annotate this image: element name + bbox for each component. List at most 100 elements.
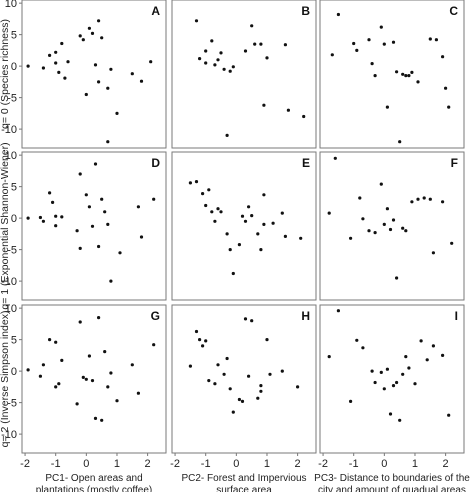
data-point [204,203,208,208]
data-point [103,350,107,354]
data-point [81,38,85,42]
y-axis-label: q= 0 (Species richness) [0,19,11,129]
data-point [48,53,52,58]
panel-g: G [21,304,167,454]
data-point [296,385,300,389]
data-point [422,196,426,200]
data-point [118,251,122,255]
y-tick-label: -10 [1,276,17,288]
data-point [60,41,64,46]
data-point [54,385,58,389]
data-point [450,241,454,245]
data-point [26,64,30,68]
data-point [87,205,91,209]
data-point [109,279,113,283]
data-point [97,244,101,249]
data-point [97,316,101,320]
panel-label: B [301,4,310,18]
data-point [243,317,248,321]
data-point [48,191,52,195]
data-point [431,344,435,348]
data-point [152,197,156,201]
data-point [54,224,58,228]
panels: A B C D E F G H I [21,0,465,454]
data-point [349,236,353,240]
data-point [225,133,229,137]
data-point [26,216,30,220]
y-tick-label: 0 [11,366,17,378]
x-tick-label: 1 [264,458,270,470]
data-point [78,172,82,176]
data-point [188,364,192,368]
data-point [428,197,432,201]
y-tick-label: 10 [5,0,17,10]
data-point [367,38,371,42]
panel-label: C [449,4,458,18]
data-point [81,375,85,379]
panel-d: D [21,151,167,301]
x-tick-label: 0 [233,458,239,470]
data-point [262,222,266,226]
panel-frame [319,304,465,454]
data-point [382,222,386,226]
x-tick-label: 1 [412,458,418,470]
y-tick-label: 0 [11,213,17,225]
data-point [188,181,192,185]
panel-label: D [151,156,160,170]
data-point [379,25,383,29]
y-tick-label: 5 [11,182,17,194]
x-tick-label: 1 [114,458,120,470]
data-point [54,61,58,65]
y-tick-label: -10 [1,429,17,441]
data-point [38,215,43,220]
panel-label: H [301,309,310,323]
data-point [391,218,396,222]
data-point [90,379,95,383]
data-point [194,329,199,334]
panel-b: B [171,0,317,149]
data-point [401,226,405,230]
x-axis-label: plantations (mostly coffee) [36,485,153,492]
data-point [410,200,414,204]
y-tick-label: -5 [7,398,17,410]
data-point [280,211,284,215]
data-point [198,338,202,342]
panel-frame [21,151,167,301]
data-point [416,80,420,84]
x-tick-label: 2 [443,458,449,470]
data-point [302,114,306,119]
x-tick-label: 2 [295,458,301,470]
x-axis-label: PC3- Distance to boundaries of the [314,473,470,484]
data-point [90,31,95,35]
data-point [139,235,144,239]
data-point [225,356,229,361]
data-point [395,70,399,74]
panel-frame [171,304,317,454]
data-point [373,231,377,235]
data-point [247,205,251,209]
panel-frame [319,0,465,149]
data-point [78,34,82,38]
data-point [100,36,104,40]
panel-frame [171,0,317,149]
data-point [228,387,232,391]
x-tick-label: -1 [51,458,61,470]
x-tick-label: -1 [201,458,211,470]
data-point [60,358,64,362]
data-point [51,200,55,204]
data-point [237,243,241,247]
panel-c: C [319,0,465,149]
data-point [109,67,113,71]
y-tick-label: 10 [5,303,17,315]
data-point [194,180,199,184]
data-point [106,86,110,90]
data-point [259,384,263,388]
data-point [228,69,232,73]
panel-a: A [21,0,167,149]
data-point [444,86,448,90]
y-tick-label: -10 [1,124,17,136]
data-point [87,26,91,30]
data-point [407,366,411,370]
data-point [109,371,113,375]
